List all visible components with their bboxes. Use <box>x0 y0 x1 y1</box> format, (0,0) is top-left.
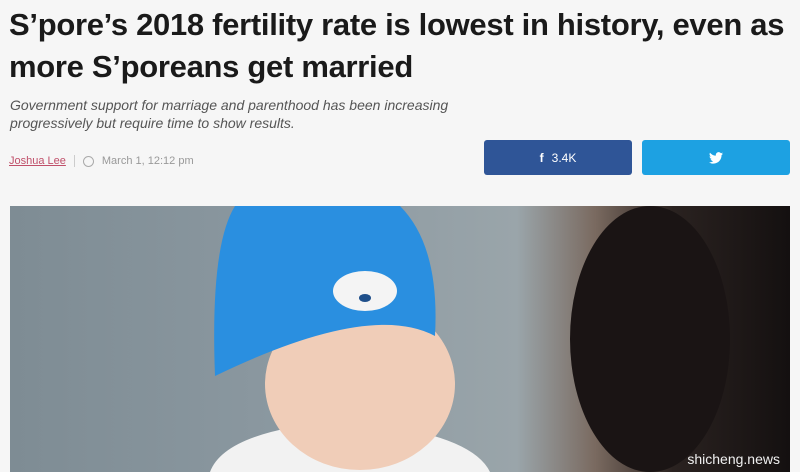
divider <box>73 155 75 167</box>
article-title: S’pore’s 2018 fertility rate is lowest i… <box>9 7 785 84</box>
twitter-share-button[interactable] <box>642 140 790 175</box>
watermark: shicheng.news <box>687 451 780 467</box>
clock-icon <box>82 155 94 167</box>
article-hero-image: shicheng.news <box>10 206 790 472</box>
facebook-share-button[interactable]: f 3.4K <box>484 140 632 175</box>
twitter-icon <box>709 151 723 164</box>
baby-photo-illustration <box>210 206 730 472</box>
article-meta: Joshua Lee March 1, 12:12 pm <box>9 155 194 167</box>
timestamp: March 1, 12:12 pm <box>101 155 194 167</box>
facebook-icon: f <box>539 150 544 165</box>
author-link[interactable]: Joshua Lee <box>9 155 66 167</box>
facebook-share-count: 3.4K <box>551 150 577 165</box>
article-subtitle: Government support for marriage and pare… <box>10 97 449 131</box>
